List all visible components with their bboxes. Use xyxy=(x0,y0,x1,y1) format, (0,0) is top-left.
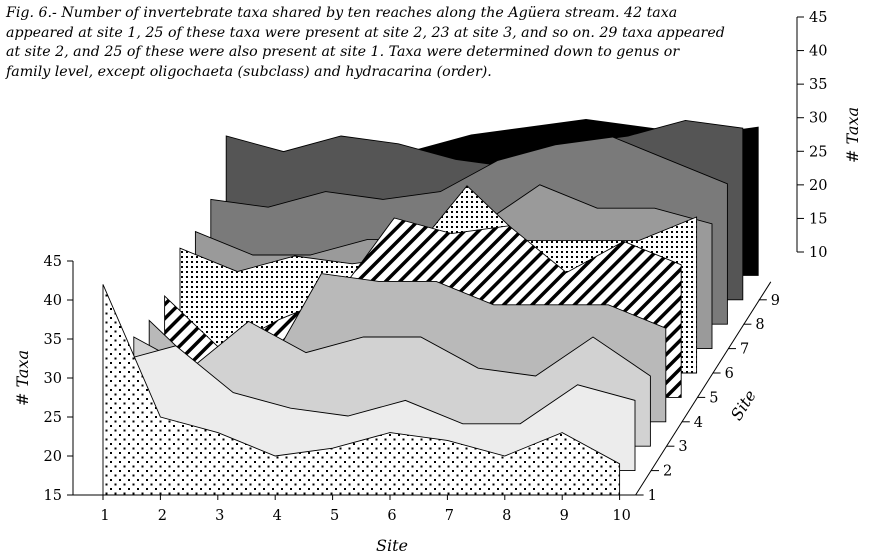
y-tick-label: 35 xyxy=(44,332,62,348)
x-tick-label: 3 xyxy=(215,508,224,524)
x-tick-label: 10 xyxy=(612,508,630,524)
right-y-tick-label: 25 xyxy=(809,144,827,160)
series-area-site-2 xyxy=(117,345,636,472)
x-tick-label: 9 xyxy=(560,508,569,524)
figure-caption: Fig. 6.- Number of invertebrate taxa sha… xyxy=(6,5,725,80)
y-tick-label: 30 xyxy=(44,371,62,387)
y-tick-label: 45 xyxy=(44,254,62,270)
x-tick-label: 8 xyxy=(502,508,511,524)
right-y-tick-label: 30 xyxy=(809,111,827,127)
depth-axis-line xyxy=(635,281,772,496)
right-y-tick-label: 45 xyxy=(809,10,827,26)
x-axis-label: Site xyxy=(376,536,408,555)
depth-tick-label: 2 xyxy=(663,464,672,480)
y-tick-label: 40 xyxy=(44,293,62,309)
depth-tick-label: 9 xyxy=(771,293,780,309)
depth-tick-label: 1 xyxy=(648,488,657,504)
x-tick-label: 4 xyxy=(273,508,282,524)
x-tick-label: 6 xyxy=(387,508,396,524)
depth-tick-label: 7 xyxy=(740,342,749,358)
depth-tick-label: 8 xyxy=(755,317,764,333)
series-layer xyxy=(102,118,759,496)
right-y-axis-label: # Taxa xyxy=(843,107,862,163)
y-axis-label: # Taxa xyxy=(13,350,32,406)
depth-tick-label: 5 xyxy=(709,390,718,406)
x-tick-label: 2 xyxy=(158,508,167,524)
right-y-tick-label: 15 xyxy=(809,211,827,227)
y-tick-label: 20 xyxy=(44,449,62,465)
right-y-tick-label: 10 xyxy=(809,245,827,261)
y-tick-label: 15 xyxy=(44,488,62,504)
right-y-tick-label: 35 xyxy=(809,77,827,93)
right-y-tick-label: 20 xyxy=(809,178,827,194)
y-tick-label: 25 xyxy=(44,410,62,426)
depth-tick-label: 3 xyxy=(678,439,687,455)
depth-tick-label: 6 xyxy=(725,366,734,382)
depth-axis-label: Site xyxy=(727,386,760,423)
right-y-tick-label: 40 xyxy=(809,44,827,60)
x-tick-label: 1 xyxy=(100,508,109,524)
x-tick-label: 7 xyxy=(445,508,454,524)
depth-tick-label: 4 xyxy=(694,415,703,431)
series-area-site-1 xyxy=(102,284,621,496)
x-tick-label: 5 xyxy=(330,508,339,524)
